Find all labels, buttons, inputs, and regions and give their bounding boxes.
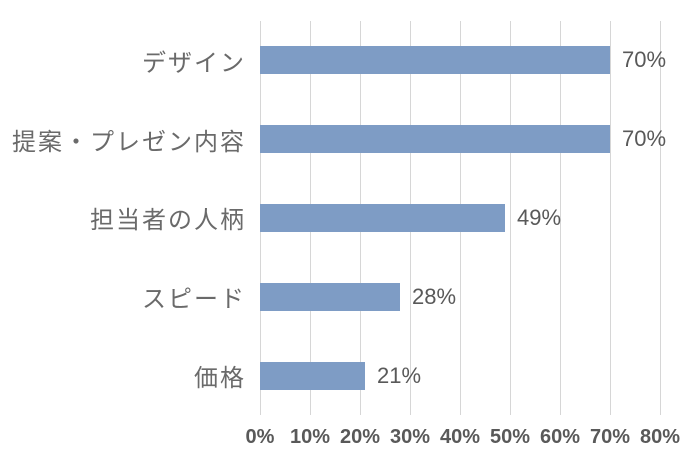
category-label: 担当者の人柄 (90, 207, 246, 235)
bar-row: スピード 28% (0, 257, 700, 336)
bar-row: 担当者の人柄 49% (0, 179, 700, 258)
x-tick-label: 0% (245, 426, 275, 448)
bar-row: 価格 21% (0, 336, 700, 415)
gridline (610, 21, 611, 415)
bar (260, 203, 505, 232)
gridline (660, 21, 661, 415)
value-label: 49% (517, 204, 562, 230)
bar (260, 125, 610, 154)
category-label: 提案・プレゼン内容 (12, 128, 246, 156)
gridline (510, 21, 511, 415)
gridline (560, 21, 561, 415)
x-tick-label: 80% (639, 426, 681, 448)
x-tick-label: 30% (389, 426, 431, 448)
value-label: 21% (377, 362, 422, 388)
x-tick-label: 40% (439, 426, 481, 448)
category-label: スピード (142, 286, 246, 314)
category-label: デザイン (142, 49, 246, 77)
bar-row: 提案・プレゼン内容 70% (0, 100, 700, 179)
x-tick-label: 50% (489, 426, 531, 448)
x-tick-label: 10% (289, 426, 331, 448)
x-tick-label: 20% (339, 426, 381, 448)
value-label: 70% (622, 47, 667, 73)
value-label: 28% (412, 283, 457, 309)
bar-row: デザイン 70% (0, 21, 700, 100)
bar (260, 361, 365, 390)
value-label: 70% (622, 126, 667, 152)
x-tick-label: 70% (589, 426, 631, 448)
x-axis: 0% 10% 20% 30% 40% 50% 60% 70% 80% (0, 422, 700, 452)
x-tick-label: 60% (539, 426, 581, 448)
bar (260, 46, 610, 75)
bar (260, 282, 400, 311)
category-label: 価格 (194, 365, 246, 393)
